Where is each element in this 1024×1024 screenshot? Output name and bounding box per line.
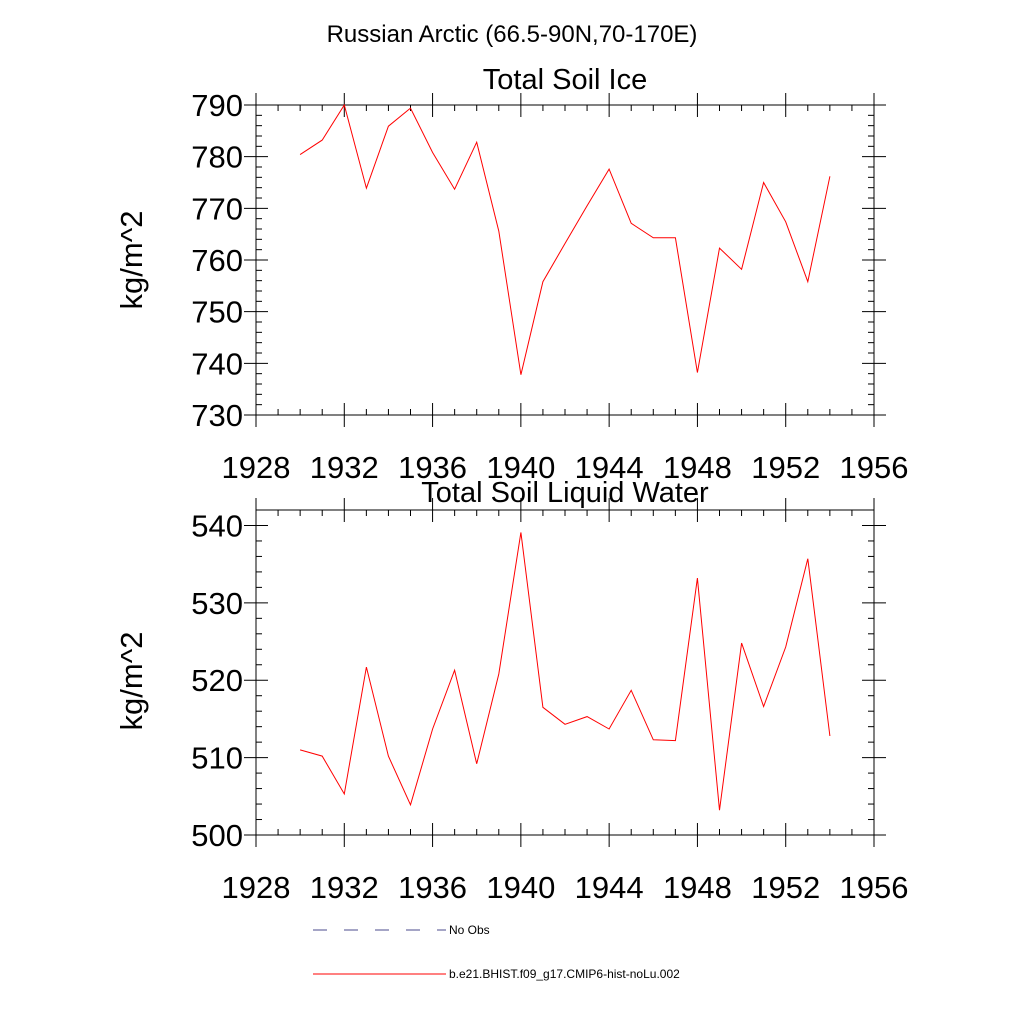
legend-label: b.e21.BHIST.f09_g17.CMIP6-hist-noLu.002 xyxy=(449,967,680,981)
legend-entry-no-obs: No Obs xyxy=(313,923,490,937)
panel-title: Total Soil Liquid Water xyxy=(421,477,709,509)
y-tick-label: 750 xyxy=(191,295,243,330)
y-tick-label: 730 xyxy=(191,398,243,433)
plot-frame xyxy=(255,104,875,416)
x-tick-label: 1936 xyxy=(398,450,467,485)
y-tick-label: 530 xyxy=(191,586,243,621)
legend-entry-model-run: b.e21.BHIST.f09_g17.CMIP6-hist-noLu.002 xyxy=(313,967,680,981)
y-axis-label: kg/m^2 xyxy=(114,211,149,310)
y-tick-label: 510 xyxy=(191,741,243,776)
x-tick-label: 1932 xyxy=(310,870,379,905)
x-tick-label: 1940 xyxy=(486,870,555,905)
y-tick-label: 540 xyxy=(191,508,243,543)
plot-area: 1928 1932 1936 1940 1944 1948 1952 1956 730 740 75… xyxy=(191,88,908,485)
figure-suptitle: Russian Arctic (66.5-90N,70-170E) xyxy=(327,21,698,48)
x-tick-label: 1944 xyxy=(575,870,644,905)
plot-area: 1928 1932 1936 1940 1944 1948 1952 1956 500 510 52… xyxy=(191,498,908,905)
panel-title: Total Soil Ice xyxy=(483,64,647,96)
y-tick-label: 780 xyxy=(191,140,243,175)
x-tick-label: 1944 xyxy=(575,450,644,485)
y-tick-label: 770 xyxy=(191,191,243,226)
x-tick-label: 1928 xyxy=(222,870,291,905)
x-tick-label: 1952 xyxy=(751,450,820,485)
x-tick-label: 1940 xyxy=(486,450,555,485)
legend: No Obs b.e21.BHIST.f09_g17.CMIP6-hist-no… xyxy=(313,923,680,981)
panel-soil-ice: Total Soil Ice kg/m^2 1928 1932 1936 1940 19… xyxy=(114,64,908,485)
y-tick-label: 760 xyxy=(191,243,243,278)
series-line xyxy=(299,532,831,811)
x-tick-label: 1956 xyxy=(840,450,909,485)
y-tick-label: 520 xyxy=(191,663,243,698)
legend-label: No Obs xyxy=(449,923,490,937)
x-tick-label: 1932 xyxy=(310,450,379,485)
panel-soil-liquid-water: Total Soil Liquid Water kg/m^2 1928 1932 1… xyxy=(114,477,908,905)
x-tick-label: 1948 xyxy=(663,450,732,485)
x-tick-label: 1928 xyxy=(222,450,291,485)
x-tick-label: 1952 xyxy=(751,870,820,905)
series-line xyxy=(299,103,831,375)
y-tick-label: 740 xyxy=(191,346,243,381)
x-tick-label: 1956 xyxy=(840,870,909,905)
plot-frame xyxy=(255,509,875,836)
y-tick-label: 790 xyxy=(191,88,243,123)
y-tick-label: 500 xyxy=(191,818,243,853)
x-tick-label: 1936 xyxy=(398,870,467,905)
x-tick-label: 1948 xyxy=(663,870,732,905)
y-axis-label: kg/m^2 xyxy=(114,632,149,731)
